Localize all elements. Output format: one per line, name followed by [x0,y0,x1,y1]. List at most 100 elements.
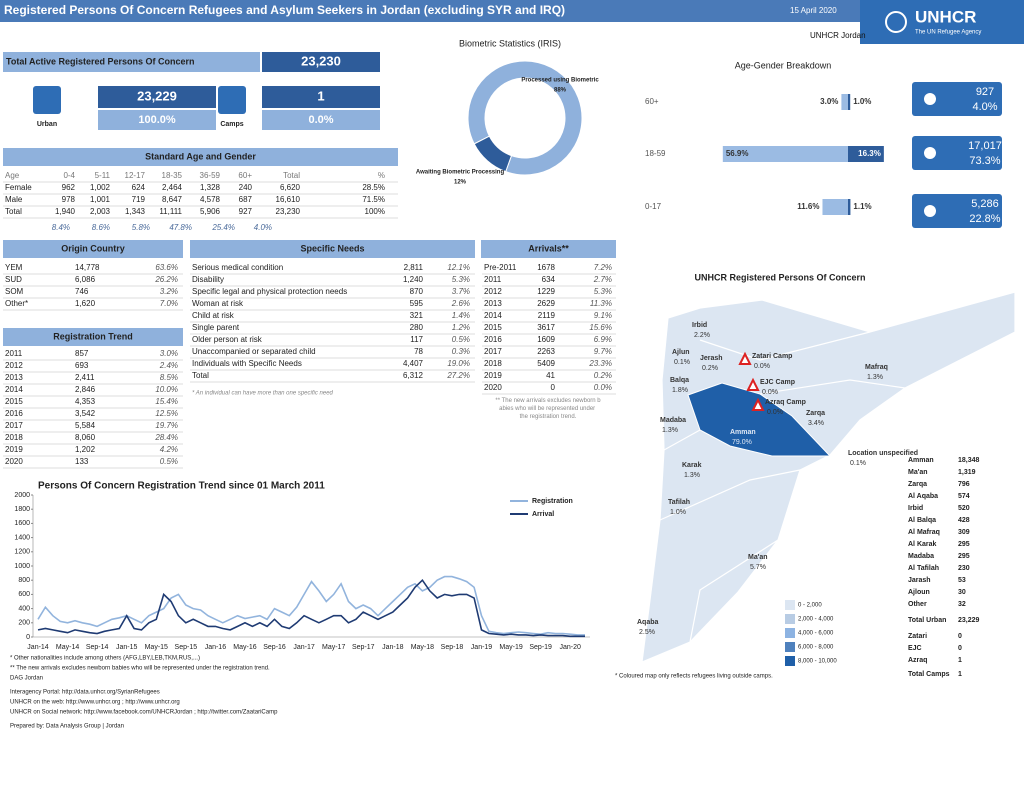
table-cell: 6,086 [75,275,96,284]
region-value: 0.2% [702,365,718,372]
location-name: Amman [908,457,934,464]
y-tick-label: 1600 [14,520,30,527]
x-tick-label: Jan-20 [560,644,582,651]
x-tick-label: Sep-19 [529,644,552,651]
table-cell: 2,846 [75,385,96,394]
series-line [37,575,585,636]
x-tick-label: Jan-17 [293,644,315,651]
region-value: 0.1% [850,460,866,467]
table-cell: 927 [239,207,253,216]
table-cell: 2020 [5,457,23,466]
location-value: 32 [958,601,966,608]
age-box-value: 927 [976,86,994,98]
y-tick-label: 200 [18,620,30,627]
camps-percent: 0.0% [308,114,333,126]
table-cell: 0.3% [452,347,470,356]
male-bar [841,94,848,110]
donut-slice [467,60,583,176]
location-name: Madaba [908,553,934,560]
legend-swatch [785,628,795,638]
legend-label: 2,000 - 4,000 [798,617,834,623]
region-value: 79.0% [732,439,752,446]
age-percent: 5.8% [132,223,150,232]
location-name: Zarqa [908,481,927,488]
table-cell: 6,312 [403,371,424,380]
logo-area [860,0,1024,44]
table-cell: 2.6% [451,299,470,308]
male-label: 56.9% [726,149,749,158]
location-value: 0 [958,645,962,652]
table-cell: 2012 [484,287,502,296]
donut-label: Awaiting Biometric Processing [416,170,505,176]
female-label: 1.1% [853,202,871,211]
age-group: 0-17 [645,202,662,211]
table-cell: 2017 [484,347,502,356]
location-value: 1 [958,671,962,678]
table-cell: 3,542 [75,409,96,418]
table-cell: Other* [5,299,28,308]
table-cell: 2020 [484,383,502,392]
camps-percent-box [262,110,380,130]
logo: UNHCR [915,7,976,26]
y-tick-label: 1800 [14,506,30,513]
table-cell: 7.0% [160,299,178,308]
table-header: 0-4 [63,171,75,180]
table-cell: 746 [75,287,89,296]
chart-title: Persons Of Concern Registration Trend si… [38,481,325,492]
table-cell: 3.7% [452,287,470,296]
table-cell: Woman at risk [192,299,244,308]
region-name: Zarqa [806,410,825,417]
location-name: EJC [908,645,922,652]
table-cell: 28.4% [154,433,178,442]
location-name: Al Balqa [908,517,936,524]
donut-title: Biometric Statistics (IRIS) [459,38,561,48]
location-name: Al Mafraq [908,529,940,536]
table-cell: 1229 [537,287,555,296]
table-title-bar [3,328,183,346]
table-cell: 71.5% [362,195,385,204]
table-cell: 2,811 [404,263,424,272]
footnote: Interagency Portal: http://data.unhcr.or… [10,690,160,696]
table-cell: Specific legal and physical protection n… [192,287,347,296]
age-percent: 4.0% [254,223,272,232]
camps-value: 1 [317,88,324,103]
table-cell: 4.2% [160,445,178,454]
note: ** The new arrivals excludes newborn b ab… [495,398,601,420]
footnote: * Other nationalities include among othe… [10,656,200,662]
table-cell: 11,111 [159,207,182,216]
table-cell: 2019 [484,371,502,380]
table-cell: 5,584 [75,421,96,430]
table-cell: 1609 [537,335,555,344]
table-cell: 280 [410,323,424,332]
map-amman [687,382,832,457]
y-tick-label: 400 [18,605,30,612]
table-cell: 15.6% [589,323,612,332]
x-tick-label: Jan-15 [116,644,138,651]
region-value: 1.0% [670,509,686,516]
region-name: Jerash [700,355,723,362]
location-value: 23,229 [958,617,980,624]
table-cell: 15.4% [155,397,178,406]
page-title: Registered Persons Of Concern Refugees a… [4,3,565,17]
age-percent: 25.4% [211,223,235,232]
note: * Coloured map only reflects refugees li… [615,674,773,680]
location-name: Al Aqaba [908,493,938,500]
table-cell: Total [192,371,209,380]
region-value: 1.3% [684,472,700,479]
region-value: 0.0% [762,389,778,396]
location-value: 520 [958,505,970,512]
table-cell: 0.5% [160,457,178,466]
table-cell: 0.0% [594,383,612,392]
table-cell: 1,620 [75,299,96,308]
region-value: 1.3% [867,374,883,381]
x-tick-label: Sep-17 [352,644,375,651]
table-cell: 0.5% [452,335,470,344]
table-cell: Serious medical condition [192,263,283,272]
table-cell: 2,464 [162,183,183,192]
age-box-percent: 4.0% [972,101,997,113]
table-cell: 634 [542,275,556,284]
age-group: 60+ [645,97,659,106]
logo-icon [885,11,907,33]
x-tick-label: Sep-16 [263,644,286,651]
location-name: Ajloun [908,589,930,596]
